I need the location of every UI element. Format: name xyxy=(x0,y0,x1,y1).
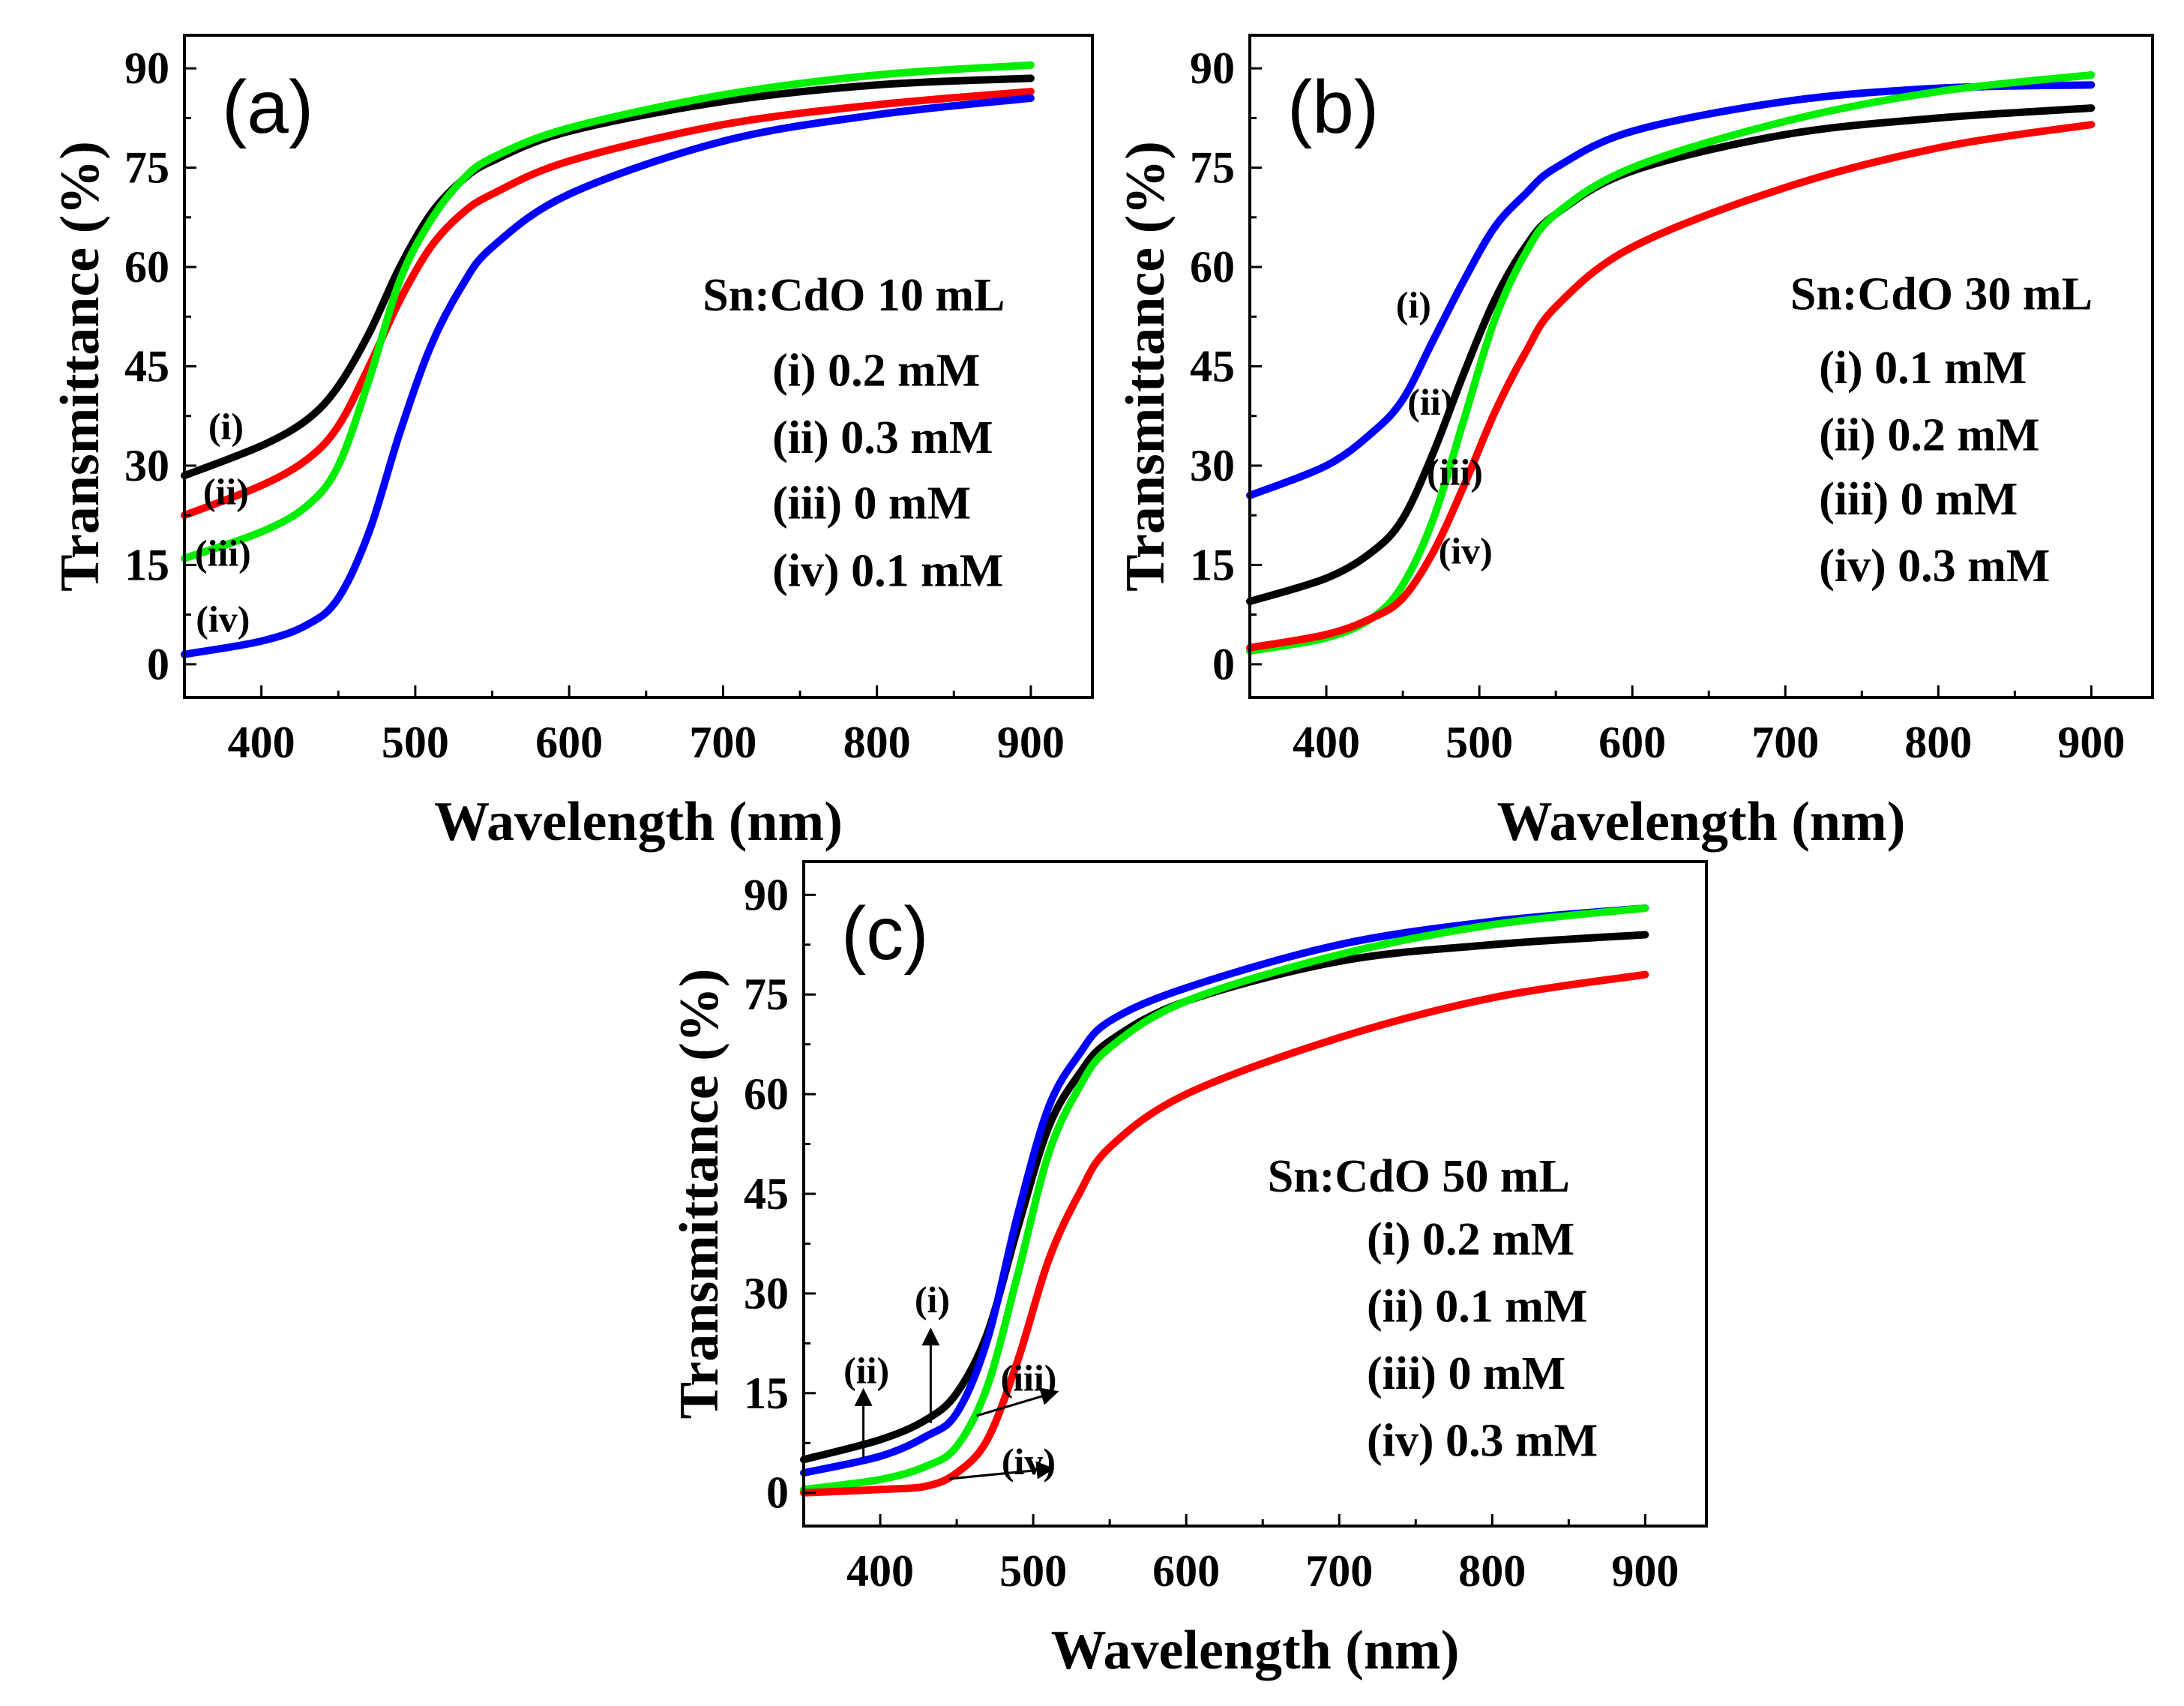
legend-title: Sn:CdO 50 mL xyxy=(1268,1151,1570,1202)
curve-annotation: (ii) xyxy=(203,470,249,512)
series-line-3 xyxy=(800,904,1649,1494)
x-tick-label: 400 xyxy=(228,718,295,767)
series-line-2 xyxy=(1246,104,2096,605)
y-tick-label: 45 xyxy=(124,342,169,391)
legend-title: Sn:CdO 10 mL xyxy=(703,270,1005,321)
x-tick-label: 700 xyxy=(1751,718,1819,767)
legend-entry: (ii) 0.1 mM xyxy=(1367,1282,1587,1333)
curve-annotation: (iii) xyxy=(1427,451,1483,493)
curve-annotation: (iv) xyxy=(1002,1441,1056,1483)
y-tick-label: 75 xyxy=(744,970,789,1019)
x-tick-label: 400 xyxy=(1293,718,1360,767)
x-tick-label: 600 xyxy=(1152,1546,1220,1596)
x-tick-label: 500 xyxy=(382,718,449,767)
panel-label: (b) xyxy=(1287,65,1379,149)
x-tick-label: 400 xyxy=(846,1546,914,1596)
y-tick-label: 60 xyxy=(744,1069,789,1119)
panel-b: 400 500 600 700 800 900 0 15 30 45 60 75 90 Wavelengt… xyxy=(1115,34,2154,853)
y-axis-title: Transmittance (%) xyxy=(49,141,111,592)
y-tick-label: 60 xyxy=(124,242,169,292)
panel-label: (c) xyxy=(841,892,929,976)
legend-entry: (ii) 0.2 mM xyxy=(1819,409,2039,460)
x-axis-title: Wavelength (nm) xyxy=(1497,791,1906,853)
curve-annotation: (i) xyxy=(915,1279,950,1321)
legend-entry: (iv) 0.3 mM xyxy=(1367,1416,1598,1467)
legend-entry: (iv) 0.3 mM xyxy=(1819,541,2050,592)
y-tick-label: 90 xyxy=(1190,43,1235,93)
x-tick-label: 500 xyxy=(999,1546,1067,1596)
series-line-2 xyxy=(181,88,1035,520)
x-tick-label: 800 xyxy=(1458,1546,1526,1596)
series-line-1 xyxy=(800,931,1649,1464)
x-tick-label: 800 xyxy=(1904,718,1972,767)
x-tick-label: 700 xyxy=(689,718,756,767)
x-tick-label: 900 xyxy=(2057,718,2125,767)
series-line-4 xyxy=(800,970,1649,1497)
y-tick-label: 30 xyxy=(1190,441,1235,490)
x-tick-label: 500 xyxy=(1446,718,1513,767)
x-tick-label: 600 xyxy=(1598,718,1666,767)
series-line-3 xyxy=(181,61,1035,562)
curve-annotation: (ii) xyxy=(1407,381,1453,423)
y-tick-label: 0 xyxy=(1212,640,1235,689)
y-tick-label: 75 xyxy=(1190,143,1235,193)
y-axis-title: Transmittance (%) xyxy=(1115,141,1176,592)
legend-title: Sn:CdO 30 mL xyxy=(1790,268,2093,319)
y-tick-label: 45 xyxy=(744,1169,789,1219)
legend-entry: (iii) 0 mM xyxy=(1367,1348,1565,1399)
y-tick-label: 90 xyxy=(744,870,789,919)
y-tick-label: 15 xyxy=(744,1369,789,1418)
legend-entry: (i) 0.2 mM xyxy=(772,346,980,397)
legend-entry: (iii) 0 mM xyxy=(1819,474,2018,525)
legend-entry: (i) 0.2 mM xyxy=(1367,1214,1574,1265)
y-tick-label: 60 xyxy=(1190,242,1235,292)
series-line-1 xyxy=(1246,81,2096,499)
x-axis-title: Wavelength (nm) xyxy=(434,791,843,853)
annotation-arrow xyxy=(976,1387,1059,1417)
panel-label: (a) xyxy=(222,65,313,149)
annotation-arrow xyxy=(948,1461,1055,1480)
x-tick-label: 800 xyxy=(843,718,911,767)
curve-annotation: (iii) xyxy=(195,532,251,574)
y-tick-label: 30 xyxy=(744,1269,789,1318)
x-tick-label: 600 xyxy=(535,718,603,767)
curve-annotation: (iv) xyxy=(196,598,250,640)
curve-annotation: (iii) xyxy=(1000,1357,1056,1399)
y-axis-title: Transmittance (%) xyxy=(669,969,730,1420)
x-axis-title: Wavelength (nm) xyxy=(1051,1620,1460,1681)
y-tick-label: 0 xyxy=(766,1468,789,1518)
y-tick-label: 75 xyxy=(124,143,169,193)
y-tick-label: 15 xyxy=(124,540,169,589)
x-tick-label: 900 xyxy=(997,718,1065,767)
panel-a: 400 500 600 700 800 900 0 15 30 45 60 75 90 Wavelengt… xyxy=(49,34,1094,853)
legend-entry: (ii) 0.3 mM xyxy=(772,412,993,463)
curve-annotation: (i) xyxy=(208,406,244,448)
y-tick-label: 30 xyxy=(124,441,169,490)
x-tick-label: 900 xyxy=(1611,1546,1679,1596)
curve-annotation: (i) xyxy=(1396,283,1431,325)
series-line-4 xyxy=(181,94,1035,658)
legend-entry: (iv) 0.1 mM xyxy=(772,545,1003,596)
panel-c: 400 500 600 700 800 900 0 15 30 45 60 75 90 Wavelengt… xyxy=(669,860,1708,1681)
curve-annotation: (ii) xyxy=(843,1350,889,1392)
y-tick-label: 0 xyxy=(147,640,169,689)
series-line-4 xyxy=(1246,121,2096,652)
curve-annotation: (iv) xyxy=(1439,530,1493,572)
legend-entry: (iii) 0 mM xyxy=(772,478,971,529)
legend-entry: (i) 0.1 mM xyxy=(1819,343,2027,394)
y-tick-label: 45 xyxy=(1190,342,1235,391)
y-tick-label: 15 xyxy=(1190,540,1235,589)
y-tick-label: 90 xyxy=(124,43,169,93)
x-tick-label: 700 xyxy=(1305,1546,1373,1596)
series-line-2 xyxy=(800,904,1649,1477)
